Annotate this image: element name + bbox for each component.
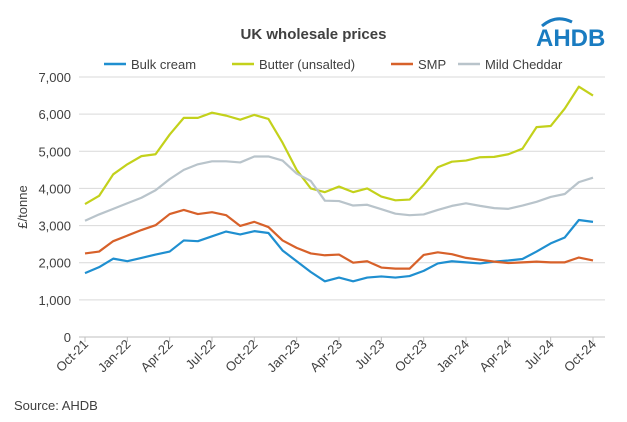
- y-tick-label: 4,000: [38, 181, 71, 196]
- y-tick-label: 7,000: [38, 70, 71, 85]
- y-tick-label: 5,000: [38, 144, 71, 159]
- legend-label: SMP: [418, 57, 446, 72]
- x-tick-label: Jan-24: [433, 337, 472, 376]
- x-tick-label: Apr-24: [476, 337, 514, 375]
- x-tick-label: Jul-22: [182, 337, 218, 373]
- chart-title: UK wholesale prices: [240, 26, 387, 43]
- y-axis-label: £/tonne: [15, 185, 30, 228]
- x-tick-label: Jan-22: [95, 337, 134, 376]
- source-note: Source: AHDB: [14, 398, 98, 413]
- legend-label: Butter (unsalted): [259, 57, 355, 72]
- series-line-mild-cheddar: [84, 155, 594, 222]
- y-tick-label: 3,000: [38, 219, 71, 234]
- ahdb-logo: AHDB: [536, 12, 618, 57]
- x-tick-label: Oct-24: [561, 337, 599, 375]
- x-tick-label: Apr-23: [307, 337, 345, 375]
- x-tick-label: Oct-22: [222, 337, 260, 375]
- y-tick-label: 1,000: [38, 293, 71, 308]
- y-tick-label: 0: [64, 330, 71, 345]
- x-tick-label: Oct-23: [392, 337, 430, 375]
- series-line-bulk-cream: [84, 218, 594, 283]
- x-tick-label: Jul-24: [521, 337, 557, 373]
- svg-text:AHDB: AHDB: [536, 25, 605, 52]
- x-tick-label: Apr-22: [138, 337, 176, 375]
- legend-label: Mild Cheddar: [485, 57, 563, 72]
- y-tick-label: 6,000: [38, 107, 71, 122]
- series-line-butter-unsalted: [84, 85, 594, 205]
- legend-label: Bulk cream: [131, 57, 196, 72]
- x-tick-label: Oct-21: [53, 337, 91, 375]
- y-tick-label: 2,000: [38, 256, 71, 271]
- x-tick-label: Jul-23: [352, 337, 388, 373]
- series-line-smp: [84, 208, 594, 270]
- x-tick-label: Jan-23: [264, 337, 303, 376]
